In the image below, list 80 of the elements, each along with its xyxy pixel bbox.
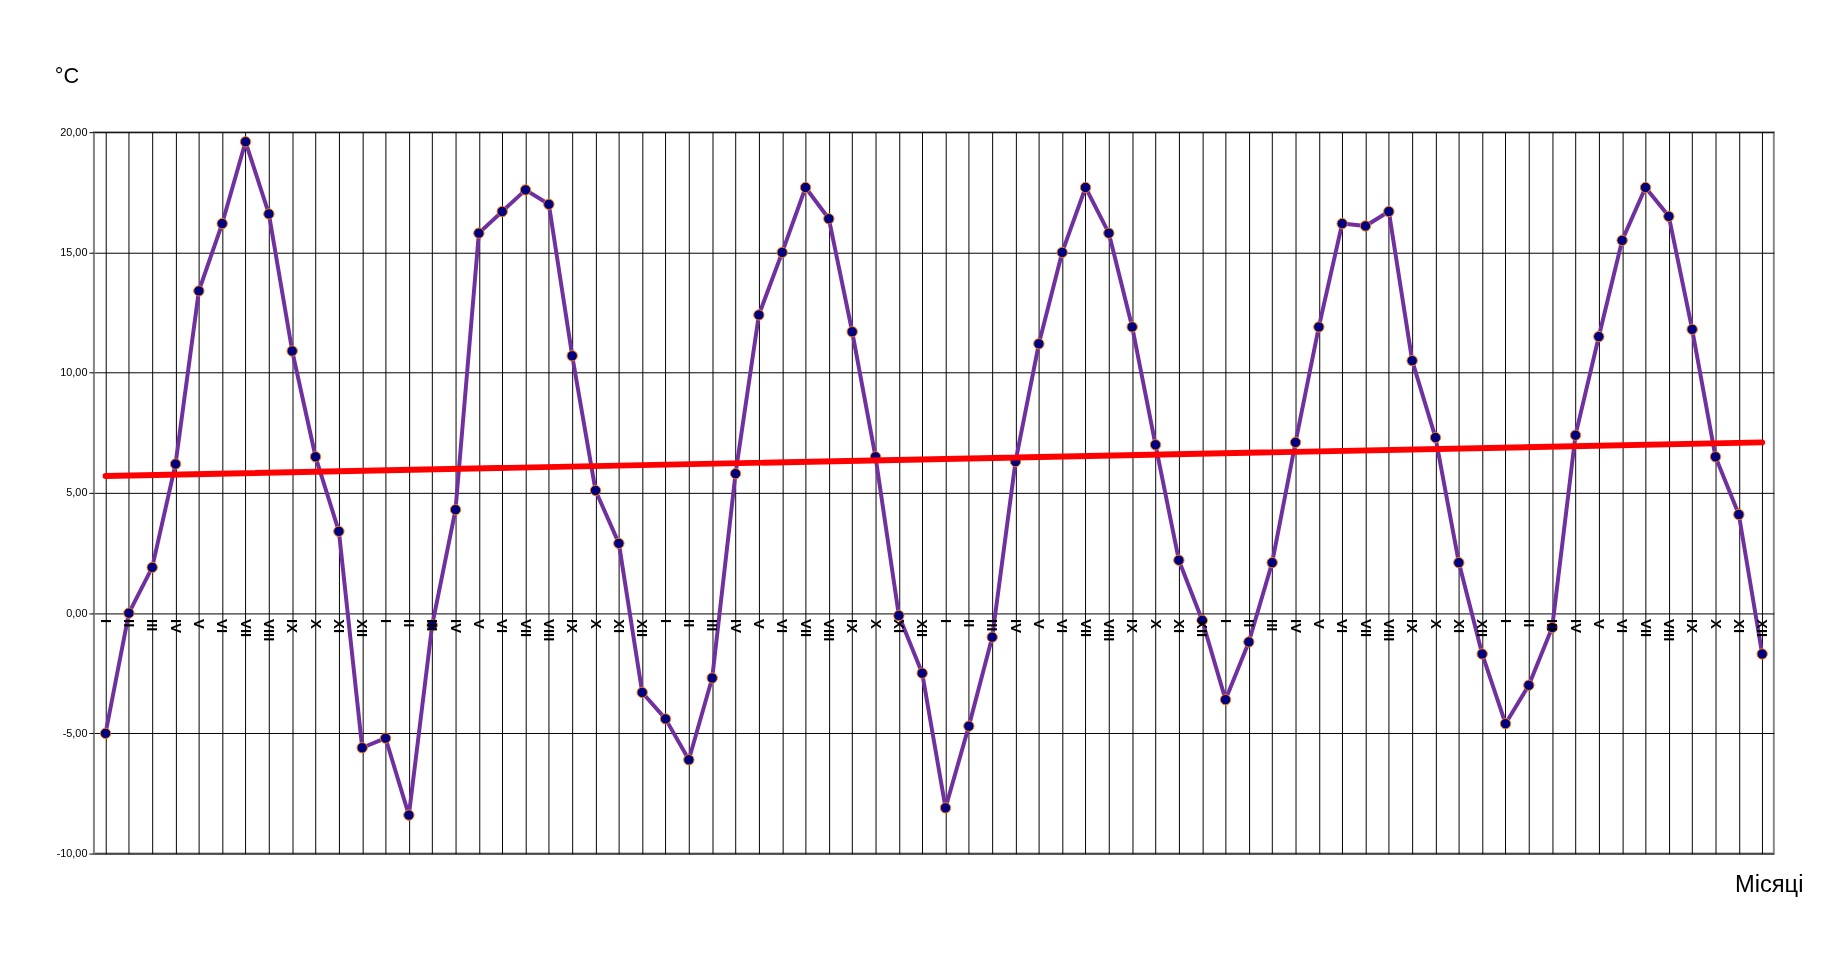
x-tick-label: I <box>657 619 674 624</box>
x-tick-label: VI <box>1054 619 1071 634</box>
y-axis-title: °C <box>54 63 80 89</box>
x-tick-label: II <box>960 619 977 628</box>
y-tick-label: 15,00 <box>60 245 88 258</box>
x-tick-label: XI <box>610 619 627 634</box>
x-tick-label: III <box>704 619 721 632</box>
x-tick-label: V <box>1310 619 1327 630</box>
x-tick-label: V <box>1590 619 1607 630</box>
x-tick-label: IV <box>1287 619 1304 634</box>
x-tick-label: IX <box>1404 619 1421 634</box>
x-tick-label: VII <box>517 619 534 638</box>
y-tick-label: 5,00 <box>66 486 88 499</box>
x-tick-label: X <box>1427 619 1444 630</box>
x-tick-label: XI <box>330 619 347 634</box>
x-tick-label: X <box>867 619 884 630</box>
y-tick-label: -10,00 <box>56 847 88 860</box>
x-tick-label: VI <box>774 619 791 634</box>
x-tick-label: VIII <box>1380 619 1397 642</box>
x-tick-label: V <box>750 619 767 630</box>
x-tick-label: XII <box>914 619 931 638</box>
x-tick-label: VII <box>1077 619 1094 638</box>
x-tick-label: V <box>470 619 487 630</box>
x-tick-label: VII <box>1357 619 1374 638</box>
x-tick-label: I <box>937 619 954 624</box>
x-tick-label: II <box>400 619 417 628</box>
x-tick-label: I <box>1217 619 1234 624</box>
y-tick-label: 20,00 <box>60 125 88 138</box>
x-tick-label: IX <box>564 619 581 634</box>
x-tick-label: XII <box>1474 619 1491 638</box>
x-tick-label: IV <box>1007 619 1024 634</box>
x-tick-label: XI <box>1170 619 1187 634</box>
x-tick-label: XI <box>890 619 907 634</box>
x-tick-label: X <box>1147 619 1164 630</box>
x-tick-label: VI <box>1614 619 1631 634</box>
x-tick-label: VII <box>237 619 254 638</box>
x-tick-label: VII <box>1637 619 1654 638</box>
x-tick-label: IX <box>284 619 301 634</box>
x-tick-label: VIII <box>1100 619 1117 642</box>
x-tick-label: V <box>190 619 207 630</box>
x-tick-label: I <box>97 619 114 624</box>
x-tick-label: XI <box>1730 619 1747 634</box>
x-axis-title: Місяці <box>1734 871 1804 898</box>
x-tick-label: IV <box>727 619 744 634</box>
x-tick-label: IV <box>447 619 464 634</box>
x-tick-label: VIII <box>540 619 557 642</box>
x-tick-label: XII <box>1194 619 1211 638</box>
y-tick-label: -5,00 <box>62 726 88 739</box>
x-tick-label: X <box>587 619 604 630</box>
x-tick-label: X <box>1707 619 1724 630</box>
x-tick-label: IX <box>1124 619 1141 634</box>
x-tick-label: III <box>1264 619 1281 632</box>
y-tick-label: 10,00 <box>60 366 88 379</box>
x-tick-label: II <box>120 619 137 628</box>
x-tick-label: IV <box>167 619 184 634</box>
x-tick-label: IX <box>1684 619 1701 634</box>
x-tick-label: VII <box>797 619 814 638</box>
x-tick-label: XI <box>1450 619 1467 634</box>
x-tick-label: II <box>680 619 697 628</box>
x-tick-label: VIII <box>260 619 277 642</box>
x-tick-label: II <box>1520 619 1537 628</box>
x-tick-label: I <box>377 619 394 624</box>
x-tick-label: XII <box>634 619 651 638</box>
x-tick-label: VIII <box>820 619 837 642</box>
x-tick-label: II <box>1240 619 1257 628</box>
x-tick-label: IV <box>1567 619 1584 634</box>
x-tick-label: III <box>144 619 161 632</box>
x-tick-label: IX <box>844 619 861 634</box>
x-tick-label: VI <box>214 619 231 634</box>
x-tick-label: VI <box>1334 619 1351 634</box>
x-tick-label: VIII <box>1660 619 1677 642</box>
y-tick-label: 0,00 <box>66 606 88 619</box>
x-tick-label: X <box>307 619 324 630</box>
x-tick-label: III <box>424 619 441 632</box>
x-tick-label: XII <box>1754 619 1771 638</box>
x-tick-label: XII <box>354 619 371 638</box>
x-tick-label: I <box>1497 619 1514 624</box>
x-tick-label: III <box>984 619 1001 632</box>
x-tick-label: V <box>1030 619 1047 630</box>
x-tick-label: III <box>1544 619 1561 632</box>
